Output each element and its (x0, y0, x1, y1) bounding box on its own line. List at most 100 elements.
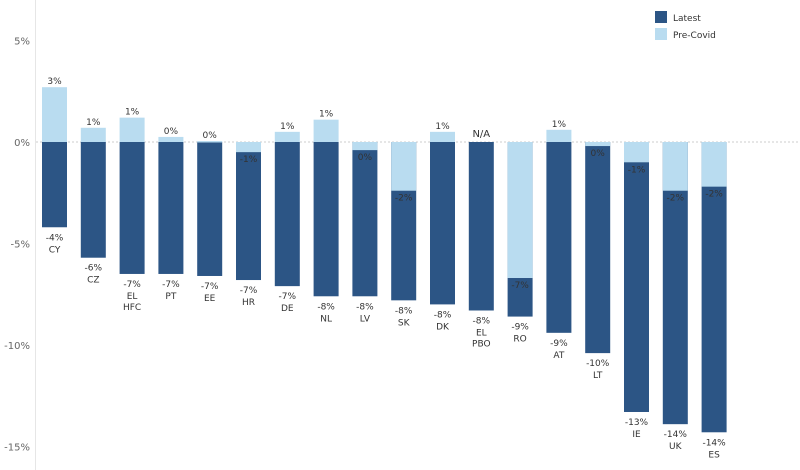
bar-latest (624, 142, 649, 412)
bar-precovid (274, 131, 300, 142)
category-label: EL (476, 328, 487, 338)
category-label: DK (436, 322, 450, 332)
y-tick-label: 0% (14, 138, 30, 149)
latest-value-label: -7% (162, 280, 180, 290)
latest-value-label: -8% (395, 306, 413, 316)
bar-precovid (430, 131, 455, 142)
category-label: PT (165, 292, 176, 302)
bar-precovid (352, 142, 378, 151)
category-label: IE (632, 430, 641, 440)
latest-value-label: -8% (473, 316, 491, 326)
latest-value-label: -14% (664, 430, 688, 440)
bar-latest (468, 142, 494, 311)
y-tick-label: -15% (4, 443, 30, 454)
bar-precovid (197, 140, 223, 143)
category-label: RO (513, 335, 526, 345)
latest-value-label: -7% (201, 282, 219, 292)
latest-value-label: -7% (123, 280, 141, 290)
category-label: AT (553, 351, 564, 361)
precovid-value-label: 1% (552, 120, 567, 130)
bar-precovid (507, 142, 533, 279)
bar-precovid (546, 129, 572, 142)
legend-swatch (655, 28, 667, 40)
bar-latest (430, 142, 455, 305)
category-label: HFC (123, 303, 141, 313)
bar-latest (197, 142, 223, 276)
bar-precovid (585, 142, 611, 147)
bar-precovid (701, 142, 727, 187)
latest-value-label: -7% (240, 286, 258, 296)
latest-value-label: -4% (46, 233, 64, 243)
category-label: NL (320, 314, 332, 324)
legend-label: Latest (673, 14, 701, 24)
bar-precovid (158, 136, 184, 142)
latest-value-label: -14% (702, 438, 726, 448)
bar-precovid (313, 119, 339, 142)
precovid-value-label: -1% (240, 155, 258, 165)
bar-precovid (80, 127, 106, 142)
precovid-value-label: -7% (511, 281, 529, 291)
precovid-value-label: 0% (358, 153, 373, 163)
precovid-value-label: 1% (280, 122, 295, 132)
precovid-value-label: 1% (435, 122, 450, 132)
bar-latest (236, 142, 261, 281)
latest-value-label: -7% (279, 292, 297, 302)
latest-value-label: -9% (550, 339, 568, 349)
bar-precovid (391, 142, 417, 191)
bar-latest (546, 142, 572, 333)
category-label: PBO (472, 339, 491, 349)
bar-latest (585, 142, 611, 354)
bars-group (42, 87, 727, 433)
category-label: SK (398, 318, 411, 328)
latest-value-label: -6% (85, 264, 103, 274)
latest-value-label: -8% (356, 302, 374, 312)
bar-latest (158, 142, 184, 274)
precovid-value-label: 0% (203, 131, 218, 141)
labels-group: 3%-4%CY1%-6%CZ1%-7%ELHFC0%-7%PT0%-7%EE-1… (46, 77, 726, 460)
precovid-value-label: 0% (164, 127, 179, 137)
bar-latest (701, 142, 727, 433)
category-label: LV (360, 314, 371, 324)
y-tick-label: 5% (14, 37, 30, 48)
precovid-value-label: 3% (47, 77, 62, 87)
bar-latest (119, 142, 145, 274)
latest-value-label: -8% (317, 302, 335, 312)
category-label: HR (242, 298, 255, 308)
bar-latest (313, 142, 339, 297)
bar-precovid (662, 142, 688, 191)
y-axis: 5% 0% -5% -10% -15% (4, 37, 30, 454)
precovid-value-label: 1% (319, 110, 334, 120)
legend-swatch (655, 11, 667, 23)
category-label: UK (669, 442, 683, 452)
bar-latest (274, 142, 300, 287)
category-label: EE (204, 294, 216, 304)
latest-value-label: -9% (511, 323, 529, 333)
legend: Latest Pre-Covid (655, 11, 716, 41)
precovid-value-label: -2% (395, 194, 413, 204)
bar-latest (352, 142, 378, 297)
bar-precovid (119, 117, 145, 142)
precovid-value-label: -2% (705, 190, 723, 200)
bar-precovid (236, 142, 261, 153)
legend-label: Pre-Covid (673, 31, 716, 41)
y-tick-label: -5% (11, 240, 30, 251)
latest-value-label: -13% (625, 418, 649, 428)
precovid-value-label: 0% (591, 149, 606, 159)
category-label: CY (49, 245, 61, 255)
category-label: EL (127, 292, 138, 302)
precovid-value-label: N/A (472, 129, 490, 140)
precovid-value-label: 1% (125, 108, 140, 118)
category-label: ES (708, 450, 720, 460)
category-label: DE (281, 304, 294, 314)
precovid-value-label: -1% (628, 165, 646, 175)
y-tick-label: -10% (4, 341, 30, 352)
latest-value-label: -8% (434, 310, 452, 320)
bar-latest (42, 142, 67, 228)
category-label: CZ (87, 276, 99, 286)
precovid-value-label: -2% (667, 194, 685, 204)
category-label: LT (593, 371, 603, 381)
bar-precovid (624, 142, 649, 163)
bar-precovid (42, 87, 67, 142)
bar-latest (80, 142, 106, 258)
